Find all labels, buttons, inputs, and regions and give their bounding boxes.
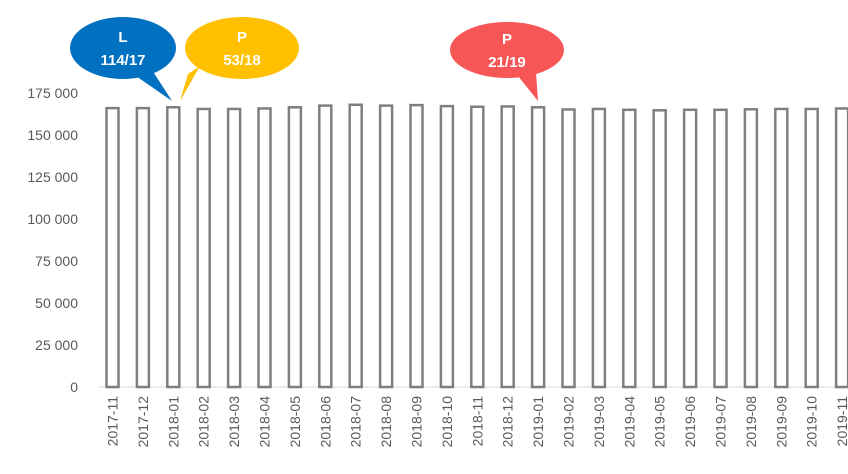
bar: [834, 107, 848, 389]
x-tick-label: 2018-01: [165, 396, 181, 448]
x-tick-label: 2017-11: [105, 396, 121, 447]
bar: [105, 106, 120, 389]
y-tick-label: 100 000: [27, 211, 78, 227]
bar: [378, 104, 394, 389]
x-tick-label: 2018-12: [500, 396, 516, 448]
y-tick-label: 75 000: [35, 253, 78, 269]
callout-pointer: [180, 66, 200, 101]
callout-shape: [185, 17, 299, 79]
x-tick-label: 2019-08: [743, 396, 759, 448]
bar: [318, 104, 333, 389]
callout-label-ref: 114/17: [100, 52, 145, 69]
callout-label-type: P: [237, 29, 247, 46]
x-tick-label: 2019-03: [591, 396, 607, 448]
x-tick-label: 2019-10: [804, 396, 820, 448]
bar: [774, 107, 789, 389]
callout-pointer: [518, 72, 538, 101]
bar: [530, 106, 546, 389]
x-tick-label: 2019-01: [530, 396, 546, 448]
x-tick-label: 2019-06: [682, 396, 698, 448]
x-tick-label: 2018-08: [378, 396, 394, 448]
bar: [348, 103, 363, 389]
x-tick-label: 2018-06: [317, 396, 333, 448]
y-tick-label: 25 000: [35, 337, 78, 353]
callout-bubble: P 21/19: [450, 22, 564, 101]
bar: [439, 104, 455, 389]
bar: [500, 105, 515, 389]
callout-bubble: L 114/17: [70, 17, 176, 101]
x-tick-label: 2019-04: [621, 396, 637, 448]
x-tick-label: 2018-03: [226, 396, 242, 448]
x-tick-label: 2018-09: [409, 396, 425, 448]
callout-shape: [70, 17, 176, 79]
bar: [561, 108, 576, 389]
bar: [287, 106, 303, 389]
x-tick-label: 2018-02: [196, 396, 212, 448]
x-tick-label: 2018-11: [469, 396, 485, 447]
bar: [226, 107, 242, 389]
x-tick-label: 2019-07: [713, 396, 729, 448]
bar: [166, 106, 181, 389]
bar: [257, 107, 272, 389]
callout-label-ref: 53/18: [223, 52, 261, 69]
y-tick-label: 0: [70, 379, 78, 395]
x-axis-ticks: 2017-11 2017-12 2018-01 2018-02 2018-03 2018-…: [105, 396, 848, 448]
bars: [105, 103, 848, 389]
y-axis-ticks: 0 25 000 50 000 75 000 100 000 125 000 150 000…: [27, 85, 78, 395]
bar: [196, 107, 211, 389]
bar: [652, 109, 667, 389]
bar: [135, 106, 151, 389]
callout-bubble: P 53/18: [180, 17, 299, 101]
x-tick-label: 2019-05: [652, 396, 668, 448]
x-tick-label: 2019-09: [773, 396, 789, 448]
bar: [591, 107, 607, 389]
callout-shape: [450, 22, 564, 78]
bar: [804, 107, 819, 389]
bar: [713, 108, 728, 389]
x-tick-label: 2019-02: [561, 396, 577, 448]
y-tick-label: 50 000: [35, 295, 78, 311]
bar: [470, 105, 485, 389]
y-tick-label: 150 000: [27, 127, 78, 143]
x-tick-label: 2018-10: [439, 396, 455, 448]
x-tick-label: 2017-12: [135, 396, 151, 448]
x-tick-label: 2018-07: [348, 396, 364, 448]
x-tick-label: 2019-11: [834, 396, 848, 447]
callout-label-type: P: [502, 31, 512, 48]
bar: [409, 103, 424, 389]
callout-label-ref: 21/19: [488, 54, 526, 71]
bar: [743, 108, 759, 389]
callouts: L 114/17 P 53/18 P 21/19: [70, 17, 564, 101]
y-tick-label: 175 000: [27, 85, 78, 101]
callout-pointer: [136, 70, 172, 101]
x-tick-label: 2018-04: [257, 396, 273, 448]
x-tick-label: 2018-05: [287, 396, 303, 448]
y-tick-label: 125 000: [27, 169, 78, 185]
bar: [682, 108, 698, 389]
bar: [622, 108, 637, 389]
callout-label-type: L: [118, 29, 127, 46]
